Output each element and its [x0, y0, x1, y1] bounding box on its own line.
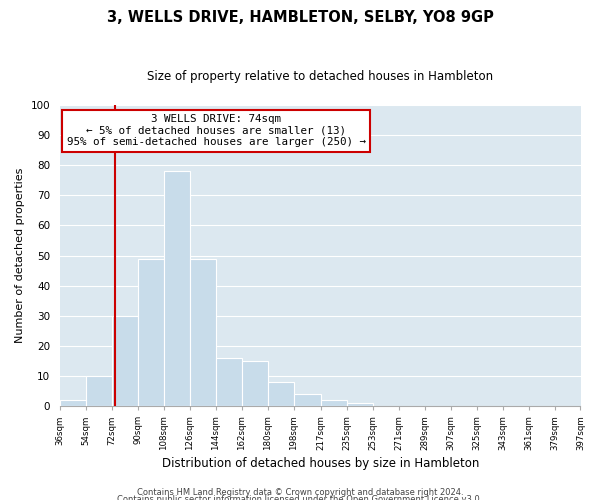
- Bar: [215, 358, 242, 406]
- Text: 3, WELLS DRIVE, HAMBLETON, SELBY, YO8 9GP: 3, WELLS DRIVE, HAMBLETON, SELBY, YO8 9G…: [107, 10, 493, 25]
- Bar: [138, 258, 164, 406]
- Text: 3 WELLS DRIVE: 74sqm
← 5% of detached houses are smaller (13)
95% of semi-detach: 3 WELLS DRIVE: 74sqm ← 5% of detached ho…: [67, 114, 365, 147]
- Bar: [164, 172, 190, 406]
- Text: Contains HM Land Registry data © Crown copyright and database right 2024.: Contains HM Land Registry data © Crown c…: [137, 488, 463, 497]
- Bar: [347, 403, 373, 406]
- Bar: [321, 400, 347, 406]
- Bar: [86, 376, 112, 406]
- Bar: [60, 400, 86, 406]
- Y-axis label: Number of detached properties: Number of detached properties: [15, 168, 25, 344]
- Title: Size of property relative to detached houses in Hambleton: Size of property relative to detached ho…: [147, 70, 493, 83]
- Bar: [112, 316, 138, 406]
- X-axis label: Distribution of detached houses by size in Hambleton: Distribution of detached houses by size …: [161, 457, 479, 470]
- Bar: [190, 258, 215, 406]
- Bar: [268, 382, 293, 406]
- Text: Contains public sector information licensed under the Open Government Licence v3: Contains public sector information licen…: [118, 496, 482, 500]
- Bar: [242, 361, 268, 406]
- Bar: [293, 394, 321, 406]
